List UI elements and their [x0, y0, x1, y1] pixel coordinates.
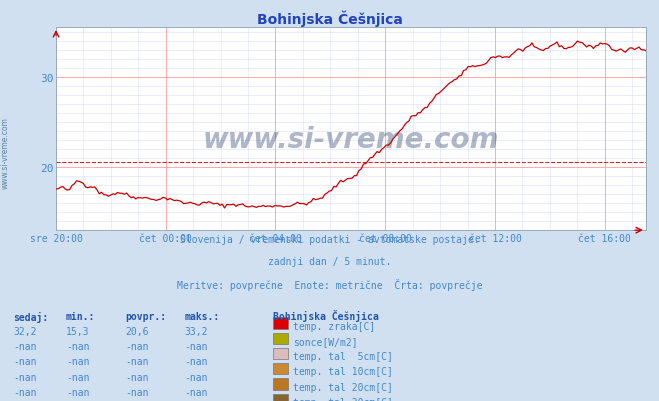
Text: povpr.:: povpr.:: [125, 311, 166, 321]
Text: temp. zraka[C]: temp. zraka[C]: [293, 321, 376, 331]
Text: -nan: -nan: [185, 372, 208, 382]
Text: min.:: min.:: [66, 311, 96, 321]
Text: -nan: -nan: [125, 356, 149, 367]
Text: -nan: -nan: [125, 387, 149, 397]
Text: Bohinjska Češnjica: Bohinjska Češnjica: [273, 309, 379, 321]
Text: sonce[W/m2]: sonce[W/m2]: [293, 336, 358, 346]
Text: -nan: -nan: [13, 387, 37, 397]
Text: -nan: -nan: [66, 372, 90, 382]
Text: -nan: -nan: [185, 387, 208, 397]
Text: -nan: -nan: [13, 356, 37, 367]
Text: -nan: -nan: [66, 341, 90, 351]
Text: 32,2: 32,2: [13, 326, 37, 336]
Text: zadnji dan / 5 minut.: zadnji dan / 5 minut.: [268, 257, 391, 267]
Text: -nan: -nan: [66, 387, 90, 397]
Text: -nan: -nan: [13, 341, 37, 351]
Text: temp. tal 20cm[C]: temp. tal 20cm[C]: [293, 382, 393, 392]
Text: www.si-vreme.com: www.si-vreme.com: [1, 117, 10, 188]
Text: sedaj:: sedaj:: [13, 311, 48, 322]
Text: -nan: -nan: [125, 341, 149, 351]
Text: temp. tal 30cm[C]: temp. tal 30cm[C]: [293, 397, 393, 401]
Text: www.si-vreme.com: www.si-vreme.com: [203, 126, 499, 154]
Text: -nan: -nan: [66, 356, 90, 367]
Text: maks.:: maks.:: [185, 311, 219, 321]
Text: Slovenija / vremenski podatki - avtomatske postaje.: Slovenija / vremenski podatki - avtomats…: [180, 235, 479, 245]
Text: 20,6: 20,6: [125, 326, 149, 336]
Text: 33,2: 33,2: [185, 326, 208, 336]
Text: 15,3: 15,3: [66, 326, 90, 336]
Text: Bohinjska Češnjica: Bohinjska Češnjica: [256, 10, 403, 26]
Text: -nan: -nan: [13, 372, 37, 382]
Text: -nan: -nan: [125, 372, 149, 382]
Text: temp. tal 10cm[C]: temp. tal 10cm[C]: [293, 367, 393, 377]
Text: Meritve: povprečne  Enote: metrične  Črta: povprečje: Meritve: povprečne Enote: metrične Črta:…: [177, 279, 482, 291]
Text: -nan: -nan: [185, 356, 208, 367]
Text: temp. tal  5cm[C]: temp. tal 5cm[C]: [293, 351, 393, 361]
Text: -nan: -nan: [185, 341, 208, 351]
